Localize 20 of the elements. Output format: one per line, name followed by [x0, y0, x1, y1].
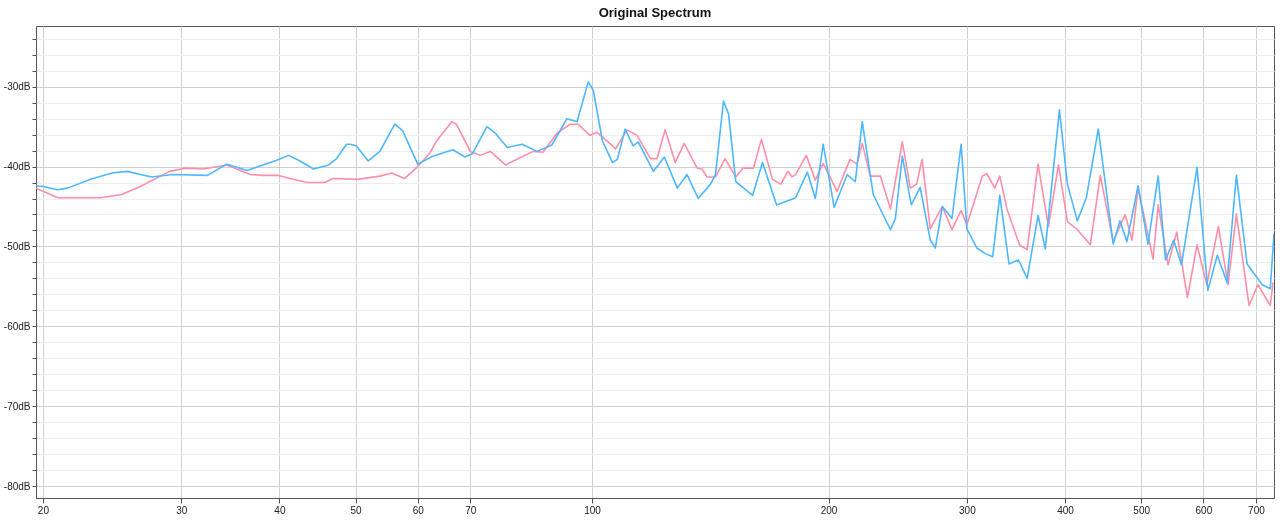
x-tick-label: 700 — [1248, 504, 1266, 516]
x-tick-label: 100 — [584, 504, 602, 516]
x-tick-label: 600 — [1195, 504, 1213, 516]
x-tick-label: 20 — [37, 504, 50, 516]
x-tick-label: 500 — [1133, 504, 1151, 516]
y-tick-label: -80dB — [3, 480, 31, 492]
y-tick-label: -30dB — [3, 81, 31, 93]
x-tick-label: 300 — [959, 504, 977, 516]
y-tick-label: -50dB — [3, 240, 31, 252]
x-tick-label: 60 — [412, 504, 425, 516]
y-tick-label: -70dB — [3, 400, 31, 412]
x-tick-label: 30 — [176, 504, 188, 516]
y-tick-label: -40dB — [3, 161, 31, 173]
x-tick-label: 40 — [274, 504, 286, 516]
x-tick-label: 70 — [465, 504, 477, 516]
x-tick-label: 200 — [820, 504, 838, 516]
x-tick-label: 50 — [350, 504, 363, 516]
y-tick-label: -60dB — [3, 320, 31, 332]
x-tick-label: 400 — [1057, 504, 1075, 516]
chart-title: Original Spectrum — [598, 5, 712, 20]
